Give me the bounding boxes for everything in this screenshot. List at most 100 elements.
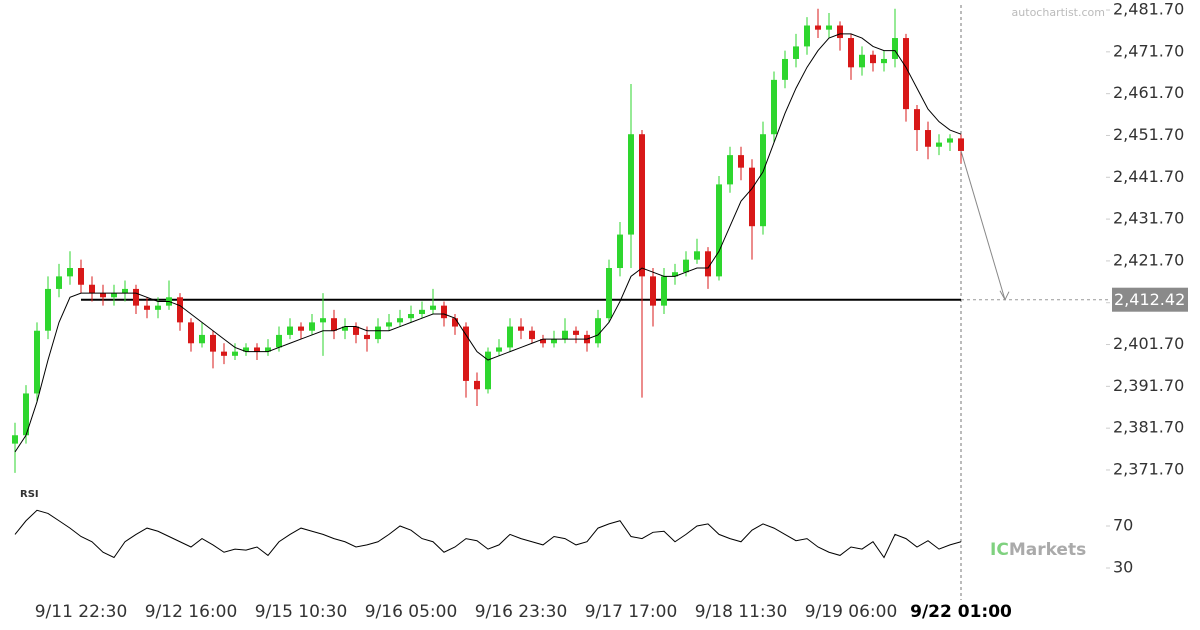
y-tick-label: 2,481.70	[1113, 0, 1184, 19]
brand-markets: Markets	[1009, 540, 1086, 560]
candle-body	[672, 272, 678, 277]
x-tick-label: 9/17 17:00	[585, 602, 678, 622]
x-tick-label: 9/12 16:00	[145, 602, 238, 622]
candle-body	[320, 318, 326, 323]
candle-body	[903, 38, 909, 110]
y-tick-label: 2,391.70	[1113, 376, 1184, 395]
candle-body	[419, 309, 425, 315]
rsi-tick-label: 30	[1113, 558, 1133, 577]
candle-body	[12, 435, 18, 444]
rsi-line	[14, 509, 962, 559]
candle-body	[892, 38, 898, 59]
y-tick-label: 2,451.70	[1113, 125, 1184, 144]
candle-body	[485, 351, 491, 390]
candle-body	[661, 276, 667, 306]
candle-body	[925, 130, 931, 147]
forecast-arrow	[960, 150, 1006, 300]
candle-body	[958, 138, 964, 151]
candle-body	[628, 134, 634, 235]
candle-body	[298, 326, 304, 331]
candle-body	[276, 334, 282, 348]
moving-average	[14, 33, 962, 453]
candle-body	[474, 380, 480, 390]
candle-body	[595, 318, 601, 344]
candle-body	[122, 288, 128, 294]
candle-body	[749, 167, 755, 227]
forecast-arrowhead	[999, 290, 1010, 301]
candle-body	[529, 330, 535, 340]
candle-body	[331, 318, 337, 331]
y-tick-label: 2,461.70	[1113, 83, 1184, 102]
candle-body	[947, 138, 953, 143]
candle-body	[441, 305, 447, 319]
x-tick-label: 9/22 01:00	[910, 602, 1012, 622]
candle-body	[815, 25, 821, 30]
candle-body	[23, 393, 29, 436]
candle-body	[342, 326, 348, 331]
candle-body	[782, 58, 788, 80]
brand-ic: IC	[990, 540, 1009, 560]
candle-body	[540, 339, 546, 344]
candle-body	[859, 54, 865, 68]
candle-body	[837, 25, 843, 39]
candle-body	[804, 25, 810, 47]
candle-body	[89, 284, 95, 294]
candle-body	[727, 155, 733, 185]
candle-body	[650, 276, 656, 306]
candle-body	[738, 155, 744, 168]
candle-body	[518, 326, 524, 331]
x-tick-label: 9/18 11:30	[695, 602, 788, 622]
y-tick-label: 2,431.70	[1113, 209, 1184, 228]
x-tick-label: 9/16 23:30	[475, 602, 568, 622]
candle-body	[551, 339, 557, 344]
rsi-label: RSI	[20, 489, 39, 500]
candle-body	[188, 322, 194, 344]
candle-body	[452, 318, 458, 327]
y-tick-label: 2,381.70	[1113, 418, 1184, 437]
candle-body	[56, 276, 62, 289]
y-tick-label: 2,371.70	[1113, 459, 1184, 478]
candle-body	[430, 305, 436, 310]
candle-body	[155, 305, 161, 310]
candle-body	[375, 326, 381, 340]
candle-body	[936, 142, 942, 147]
candle-body	[67, 268, 73, 277]
candle-body	[848, 38, 854, 68]
candle-body	[144, 305, 150, 310]
candle-body	[111, 293, 117, 298]
candle-body	[353, 326, 359, 335]
candle-body	[221, 351, 227, 356]
candle-body	[914, 109, 920, 131]
candle-body	[771, 79, 777, 135]
candle-body	[364, 334, 370, 340]
watermark: autochartist.com	[1012, 6, 1105, 19]
candle-body	[100, 293, 106, 298]
candle-body	[177, 297, 183, 323]
candle-body	[573, 330, 579, 335]
candle-body	[562, 330, 568, 340]
candle-body	[606, 268, 612, 319]
x-tick-label: 9/16 05:00	[365, 602, 458, 622]
brand-logo: ICMarkets	[990, 540, 1086, 560]
candle-body	[870, 54, 876, 64]
candle-body	[496, 347, 502, 352]
rsi-tick-label: 70	[1113, 516, 1133, 535]
y-tick-label: 2,471.70	[1113, 41, 1184, 60]
candle-body	[265, 347, 271, 352]
y-tick-label: 2,401.70	[1113, 334, 1184, 353]
candle-body	[386, 322, 392, 327]
candle-body	[793, 46, 799, 59]
candle-body	[705, 251, 711, 277]
level-label-box	[1112, 287, 1188, 312]
candle-body	[463, 326, 469, 381]
candle-body	[683, 259, 689, 273]
candle-body	[309, 322, 315, 331]
candle-body	[243, 347, 249, 352]
candle-body	[287, 326, 293, 335]
candle-body	[881, 58, 887, 64]
candle-body	[133, 288, 139, 306]
candle-body	[408, 314, 414, 319]
candle-body	[397, 318, 403, 323]
candle-body	[232, 351, 238, 356]
